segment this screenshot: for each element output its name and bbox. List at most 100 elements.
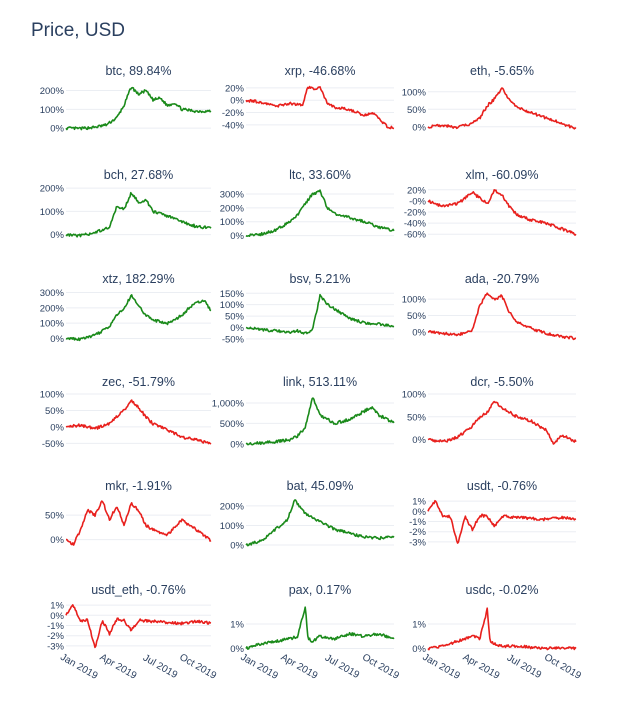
y-tick-label: -1% <box>47 621 64 632</box>
price-line <box>427 400 577 445</box>
y-tick-label: 1% <box>412 620 426 631</box>
y-tick-label: 0% <box>230 96 244 107</box>
y-tick-label: 0% <box>50 611 64 622</box>
y-tick-label: 0% <box>230 644 244 655</box>
y-tick-label: 200% <box>40 303 65 314</box>
y-tick-label: 0% <box>230 439 244 450</box>
subplot-title: zec, -51.79% <box>102 375 175 389</box>
y-tick-label: -0% <box>409 196 426 207</box>
x-tick-label: Oct 2019 <box>360 652 401 682</box>
y-tick-label: 100% <box>40 390 65 401</box>
y-tick-label: 0% <box>50 422 64 433</box>
x-tick-label: Apr 2019 <box>279 652 320 682</box>
y-tick-label: -2% <box>47 631 64 642</box>
subplot-title: bat, 45.09% <box>287 479 354 493</box>
subplot-title: bch, 27.68% <box>104 168 174 182</box>
subplot-title: bsv, 5.21% <box>290 272 351 286</box>
y-tick-label: 100% <box>402 295 427 306</box>
y-tick-label: -1% <box>409 517 426 528</box>
y-tick-label: -20% <box>404 208 427 219</box>
price-line <box>65 86 212 131</box>
subplot-title: dcr, -5.50% <box>470 375 533 389</box>
subplot-title: ltc, 33.60% <box>289 168 351 182</box>
price-line <box>65 191 212 238</box>
y-tick-label: 50% <box>407 311 427 322</box>
y-tick-label: 20% <box>225 83 245 94</box>
subplot-title: ada, -20.79% <box>465 272 539 286</box>
subplot-title: link, 513.11% <box>283 375 357 389</box>
y-tick-label: -2% <box>409 527 426 538</box>
x-tick-label: Jan 2019 <box>239 652 281 682</box>
y-tick-label: 150% <box>220 289 245 300</box>
price-line <box>245 499 395 547</box>
y-tick-label: 50% <box>225 312 245 323</box>
y-tick-label: 300% <box>40 288 65 299</box>
y-tick-label: 500% <box>220 419 245 430</box>
price-line <box>65 399 212 445</box>
subplot-title: usdc, -0.02% <box>466 583 539 597</box>
subplot-title: xtz, 182.29% <box>102 272 174 286</box>
y-tick-label: 100% <box>220 300 245 311</box>
y-tick-label: -60% <box>404 230 427 241</box>
subplot-title: eth, -5.65% <box>470 64 534 78</box>
y-tick-label: 0% <box>412 507 426 518</box>
price-line <box>245 606 395 650</box>
y-tick-label: 20% <box>407 185 427 196</box>
x-tick-label: Jul 2019 <box>505 653 544 682</box>
y-tick-label: 100% <box>40 105 65 116</box>
y-tick-label: -40% <box>404 219 427 230</box>
y-tick-label: 100% <box>402 390 427 401</box>
y-tick-label: 0% <box>230 541 244 552</box>
y-tick-label: 100% <box>220 217 245 228</box>
x-tick-label: Jul 2019 <box>141 653 180 682</box>
y-tick-label: 0% <box>50 334 64 345</box>
y-tick-label: 200% <box>40 86 65 97</box>
price-line <box>427 499 577 544</box>
y-tick-label: 1% <box>50 601 64 612</box>
y-tick-label: 0% <box>50 124 64 135</box>
y-tick-label: 300% <box>220 189 245 200</box>
y-tick-label: 0% <box>412 435 426 446</box>
x-tick-label: Jan 2019 <box>58 652 100 682</box>
price-line <box>245 293 395 335</box>
y-tick-label: -50% <box>42 439 65 450</box>
y-tick-label: 0% <box>412 327 426 338</box>
x-tick-label: Apr 2019 <box>461 652 502 682</box>
y-tick-label: 100% <box>220 521 245 532</box>
y-tick-label: -3% <box>409 537 426 548</box>
price-line <box>427 87 577 130</box>
price-line <box>245 189 395 237</box>
y-tick-label: 0% <box>50 535 64 546</box>
price-line <box>427 189 577 236</box>
page-title: Price, USD <box>31 20 125 41</box>
subplot-title: xlm, -60.09% <box>466 168 539 182</box>
x-tick-label: Apr 2019 <box>98 652 139 682</box>
price-line <box>65 294 212 342</box>
subplot-title: btc, 89.84% <box>105 64 171 78</box>
y-tick-label: 0% <box>230 231 244 242</box>
y-tick-label: 50% <box>45 511 65 522</box>
y-tick-label: 1% <box>230 620 244 631</box>
x-tick-label: Jul 2019 <box>323 653 362 682</box>
price-line <box>66 500 212 546</box>
y-tick-label: 1,000% <box>212 398 245 409</box>
y-tick-label: -50% <box>222 334 245 345</box>
subplot-title: mkr, -1.91% <box>105 479 172 493</box>
subplot-title: usdt, -0.76% <box>467 479 537 493</box>
y-tick-label: 1% <box>412 497 426 508</box>
y-tick-label: -40% <box>222 120 245 131</box>
y-tick-label: 50% <box>45 406 65 417</box>
subplot-title: usdt_eth, -0.76% <box>91 583 186 597</box>
y-tick-label: 200% <box>220 501 245 512</box>
y-tick-label: -3% <box>47 641 64 652</box>
y-tick-label: 100% <box>40 319 65 330</box>
y-tick-label: 200% <box>40 184 65 195</box>
y-tick-label: 50% <box>407 412 427 423</box>
x-tick-label: Oct 2019 <box>542 652 583 682</box>
x-tick-label: Jan 2019 <box>421 652 463 682</box>
subplot-title: xrp, -46.68% <box>285 64 356 78</box>
y-tick-label: 50% <box>407 105 427 116</box>
y-tick-label: 100% <box>40 207 65 218</box>
price-line <box>427 607 577 651</box>
